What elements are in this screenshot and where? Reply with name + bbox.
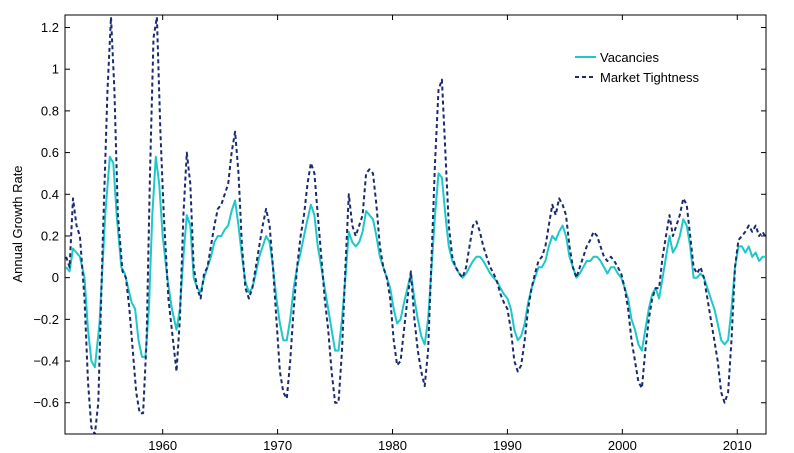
series-line-vacancies — [65, 155, 765, 369]
y-axis-title: Annual Growth Rate — [10, 165, 25, 282]
x-tick-label: 1970 — [263, 438, 292, 453]
y-tick-label: 0.2 — [41, 228, 59, 243]
x-tick-label: 1990 — [493, 438, 522, 453]
x-tick-label: 2010 — [723, 438, 752, 453]
y-tick-label: 0.4 — [41, 187, 59, 202]
y-tick-label: 1 — [52, 62, 59, 77]
y-tick-label: 0.8 — [41, 103, 59, 118]
y-tick-label: 0.6 — [41, 145, 59, 160]
y-tick-label: −0.6 — [33, 395, 59, 410]
legend: Vacancies Market Tightness — [546, 42, 726, 88]
y-tick-label: −0.4 — [33, 354, 59, 369]
legend-box — [546, 42, 726, 88]
y-axis-ticks: −0.6 −0.4 −0.2 0 0.2 0.4 0.6 0.8 1 1.2 — [33, 20, 766, 410]
x-axis-ticks: 1960 1970 1980 1990 2000 2010 — [148, 15, 752, 453]
x-tick-label: 2000 — [608, 438, 637, 453]
y-tick-label: 0 — [52, 270, 59, 285]
series-line-market-tightness — [65, 16, 766, 434]
series-layer — [65, 16, 766, 434]
legend-label-market-tightness: Market Tightness — [600, 70, 699, 85]
y-tick-label: −0.2 — [33, 312, 59, 327]
y-tick-label: 1.2 — [41, 20, 59, 35]
x-tick-label: 1960 — [148, 438, 177, 453]
plot-frame — [64, 14, 767, 435]
x-tick-label: 1980 — [378, 438, 407, 453]
legend-label-vacancies: Vacancies — [600, 50, 660, 65]
